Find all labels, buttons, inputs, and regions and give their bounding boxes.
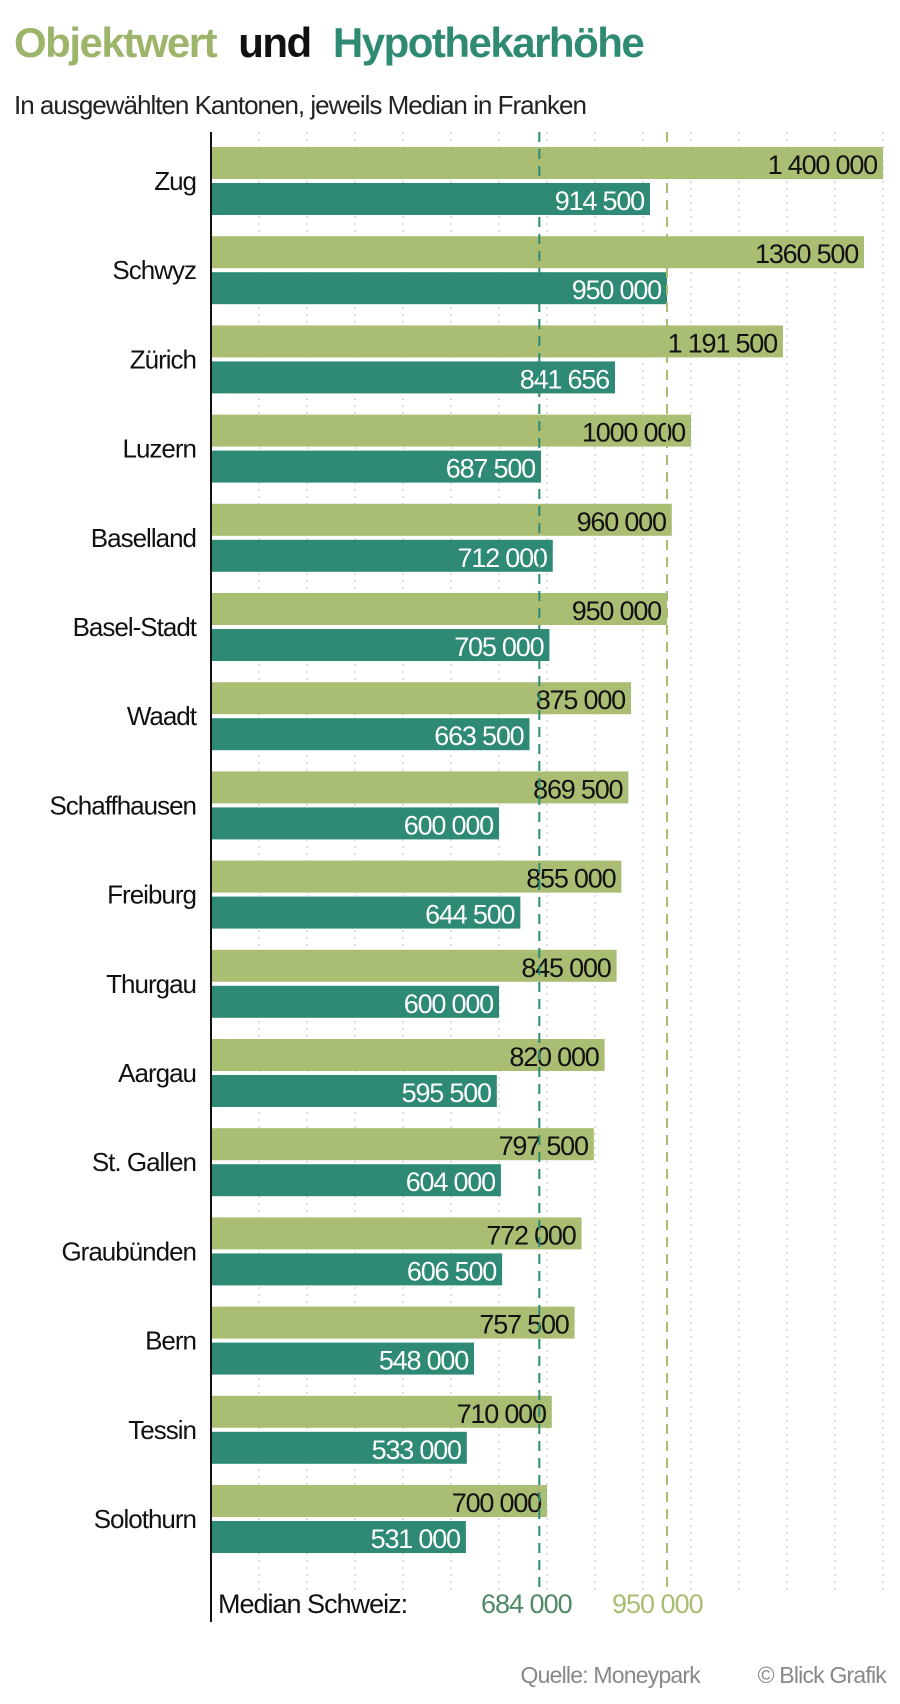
data-label-objektwert: 950 000 <box>572 596 661 626</box>
category-label: Tessin <box>128 1415 196 1445</box>
category-label: Solothurn <box>94 1504 196 1534</box>
data-label-hypothekarhoehe: 841 656 <box>520 364 609 394</box>
data-label-hypothekarhoehe: 604 000 <box>406 1167 495 1197</box>
category-label: Aargau <box>118 1058 196 1088</box>
reference-lines <box>538 132 668 1592</box>
data-label-hypothekarhoehe: 548 000 <box>379 1346 468 1376</box>
category-label: Luzern <box>123 434 197 464</box>
data-label-objektwert: 710 000 <box>457 1399 546 1429</box>
data-label-objektwert: 700 000 <box>452 1488 541 1518</box>
bar-objektwert <box>211 1395 552 1428</box>
title-part-objektwert: Objektwert <box>14 19 218 66</box>
bar-objektwert <box>211 860 622 893</box>
data-label-objektwert: 845 000 <box>521 953 610 983</box>
bar-objektwert <box>211 682 631 715</box>
data-label-hypothekarhoehe: 533 000 <box>372 1435 461 1465</box>
data-label-objektwert: 869 500 <box>533 774 622 804</box>
data-label-objektwert: 960 000 <box>577 507 666 537</box>
bar-hypothekarhoehe <box>211 1342 475 1375</box>
reference-caption: Median Schweiz: <box>218 1589 407 1619</box>
bar-objektwert <box>211 414 691 447</box>
bar-hypothekarhoehe <box>211 896 521 929</box>
bar-hypothekarhoehe <box>211 985 499 1018</box>
category-label: Schwyz <box>112 255 196 285</box>
data-label-objektwert: 855 000 <box>526 864 615 894</box>
bar-objektwert <box>211 949 617 982</box>
credit-text: © Blick Grafik <box>758 1662 888 1688</box>
category-label: Thurgau <box>106 969 196 999</box>
data-label-hypothekarhoehe: 705 000 <box>454 632 543 662</box>
data-label-objektwert: 757 500 <box>479 1310 568 1340</box>
chart-subtitle: In ausgewählten Kantonen, jeweils Median… <box>14 90 586 120</box>
bar-objektwert <box>211 236 865 269</box>
data-label-hypothekarhoehe: 663 500 <box>434 721 523 751</box>
bar-objektwert <box>211 1128 594 1161</box>
bar-hypothekarhoehe <box>211 629 550 661</box>
bar-objektwert <box>211 503 672 536</box>
category-label: Freiburg <box>107 880 196 910</box>
data-label-hypothekarhoehe: 595 500 <box>402 1078 491 1108</box>
data-label-hypothekarhoehe: 687 500 <box>446 454 535 484</box>
data-label-hypothekarhoehe: 950 000 <box>572 275 661 305</box>
data-label-hypothekarhoehe: 531 000 <box>371 1524 460 1554</box>
bar-hypothekarhoehe <box>211 807 499 840</box>
bar-objektwert <box>211 593 667 625</box>
bar-objektwert <box>211 1306 575 1339</box>
data-label-objektwert: 1360 500 <box>755 239 858 269</box>
category-label: Zürich <box>130 344 196 374</box>
bar-hypothekarhoehe <box>211 450 541 483</box>
bar-hypothekarhoehe <box>211 272 667 305</box>
data-label-objektwert: 1000 000 <box>582 418 685 448</box>
data-label-objektwert: 875 000 <box>536 685 625 715</box>
bar-hypothekarhoehe <box>211 183 650 215</box>
bar-objektwert <box>211 1485 547 1517</box>
bar-hypothekarhoehe <box>211 1164 501 1197</box>
source-text: Quelle: Moneypark <box>521 1662 702 1688</box>
title-part-hypothekarhoehe: Hypothekarhöhe <box>333 19 644 66</box>
chart-title: Objektwert und Hypothekarhöhe <box>14 19 643 66</box>
data-label-objektwert: 1 191 500 <box>668 328 777 358</box>
data-label-objektwert: 820 000 <box>509 1042 598 1072</box>
category-label: Waadt <box>127 701 198 731</box>
title-part-und: und <box>238 19 310 66</box>
bar-hypothekarhoehe <box>211 1253 503 1286</box>
bar-hypothekarhoehe <box>211 539 553 572</box>
bar-hypothekarhoehe <box>211 718 530 751</box>
data-label-objektwert: 772 000 <box>486 1220 575 1250</box>
category-label: Bern <box>145 1326 196 1356</box>
data-label-hypothekarhoehe: 600 000 <box>404 810 493 840</box>
reference-label-objektwert: 950 000 <box>612 1589 703 1619</box>
category-label: Graubünden <box>61 1236 196 1266</box>
bar-hypothekarhoehe <box>211 1521 466 1553</box>
bar-hypothekarhoehe <box>211 1431 467 1464</box>
category-label: Baselland <box>91 523 196 553</box>
data-label-objektwert: 1 400 000 <box>768 150 877 180</box>
data-label-hypothekarhoehe: 712 000 <box>458 543 547 573</box>
bars: Zug 1 400 000 914 500 Schwyz 1360 500 950 000… <box>49 147 883 1554</box>
bar-objektwert <box>211 1217 582 1250</box>
bar-objektwert <box>211 771 629 804</box>
data-label-hypothekarhoehe: 914 500 <box>555 186 644 216</box>
bar-hypothekarhoehe <box>211 361 615 394</box>
category-label: Zug <box>154 166 196 196</box>
data-label-hypothekarhoehe: 644 500 <box>425 900 514 930</box>
data-label-objektwert: 797 500 <box>499 1131 588 1161</box>
category-label: Schaffhausen <box>49 790 196 820</box>
bar-objektwert <box>211 147 883 179</box>
reference-label-hypothek: 684 000 <box>481 1589 572 1619</box>
category-label: St. Gallen <box>92 1147 196 1177</box>
bar-hypothekarhoehe <box>211 1075 497 1107</box>
data-label-hypothekarhoehe: 606 500 <box>407 1256 496 1286</box>
category-label: Basel-Stadt <box>73 612 198 642</box>
bar-objektwert <box>211 325 783 358</box>
data-label-hypothekarhoehe: 600 000 <box>404 989 493 1019</box>
